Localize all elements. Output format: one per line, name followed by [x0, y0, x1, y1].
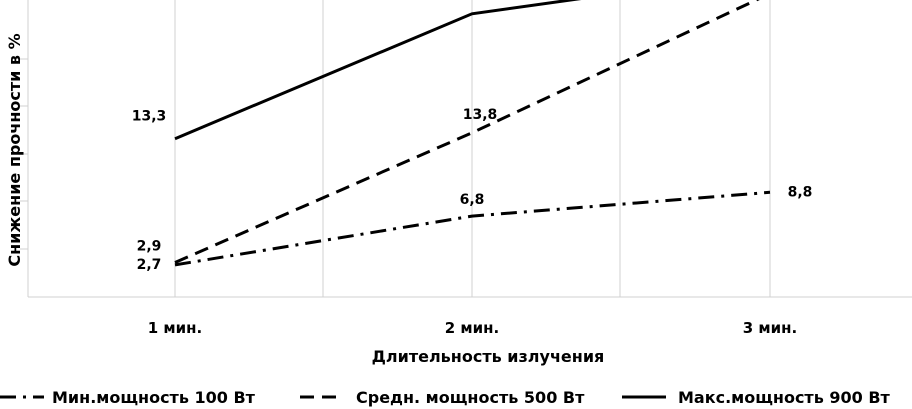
data-label: 2,7 [137, 257, 162, 273]
x-tick-label: 1 мин. [148, 319, 203, 337]
legend-label: Средн. мощность 500 Вт [356, 388, 585, 407]
x-axis-title: Длительность излучения [372, 347, 605, 366]
x-tick-label: 2 мин. [445, 319, 500, 337]
data-label: 8,8 [788, 184, 813, 200]
data-label: 6,8 [460, 192, 485, 208]
data-label: 2,9 [137, 238, 162, 254]
legend-label: Макс.мощность 900 Вт [678, 388, 891, 407]
series-lines [174, 0, 771, 267]
legend-label: Мин.мощность 100 Вт [52, 388, 256, 407]
gridlines [20, 0, 912, 298]
legend: Мин.мощность 100 Вт Средн. мощность 500 В… [0, 388, 891, 407]
x-tick-label: 3 мин. [743, 319, 798, 337]
x-tick-labels: 1 мин. 2 мин. 3 мин. [148, 319, 798, 337]
data-label: 25,5 [783, 0, 818, 2]
series-line-1 [174, 190, 771, 267]
y-axis-title: Снижение прочности в % [5, 33, 24, 266]
data-label: 13,3 [132, 109, 167, 125]
data-label: 13,8 [463, 107, 498, 123]
series-line-3 [174, 0, 582, 141]
data-labels: 2,76,88,82,913,825,513,323,827,3 [132, 0, 818, 273]
